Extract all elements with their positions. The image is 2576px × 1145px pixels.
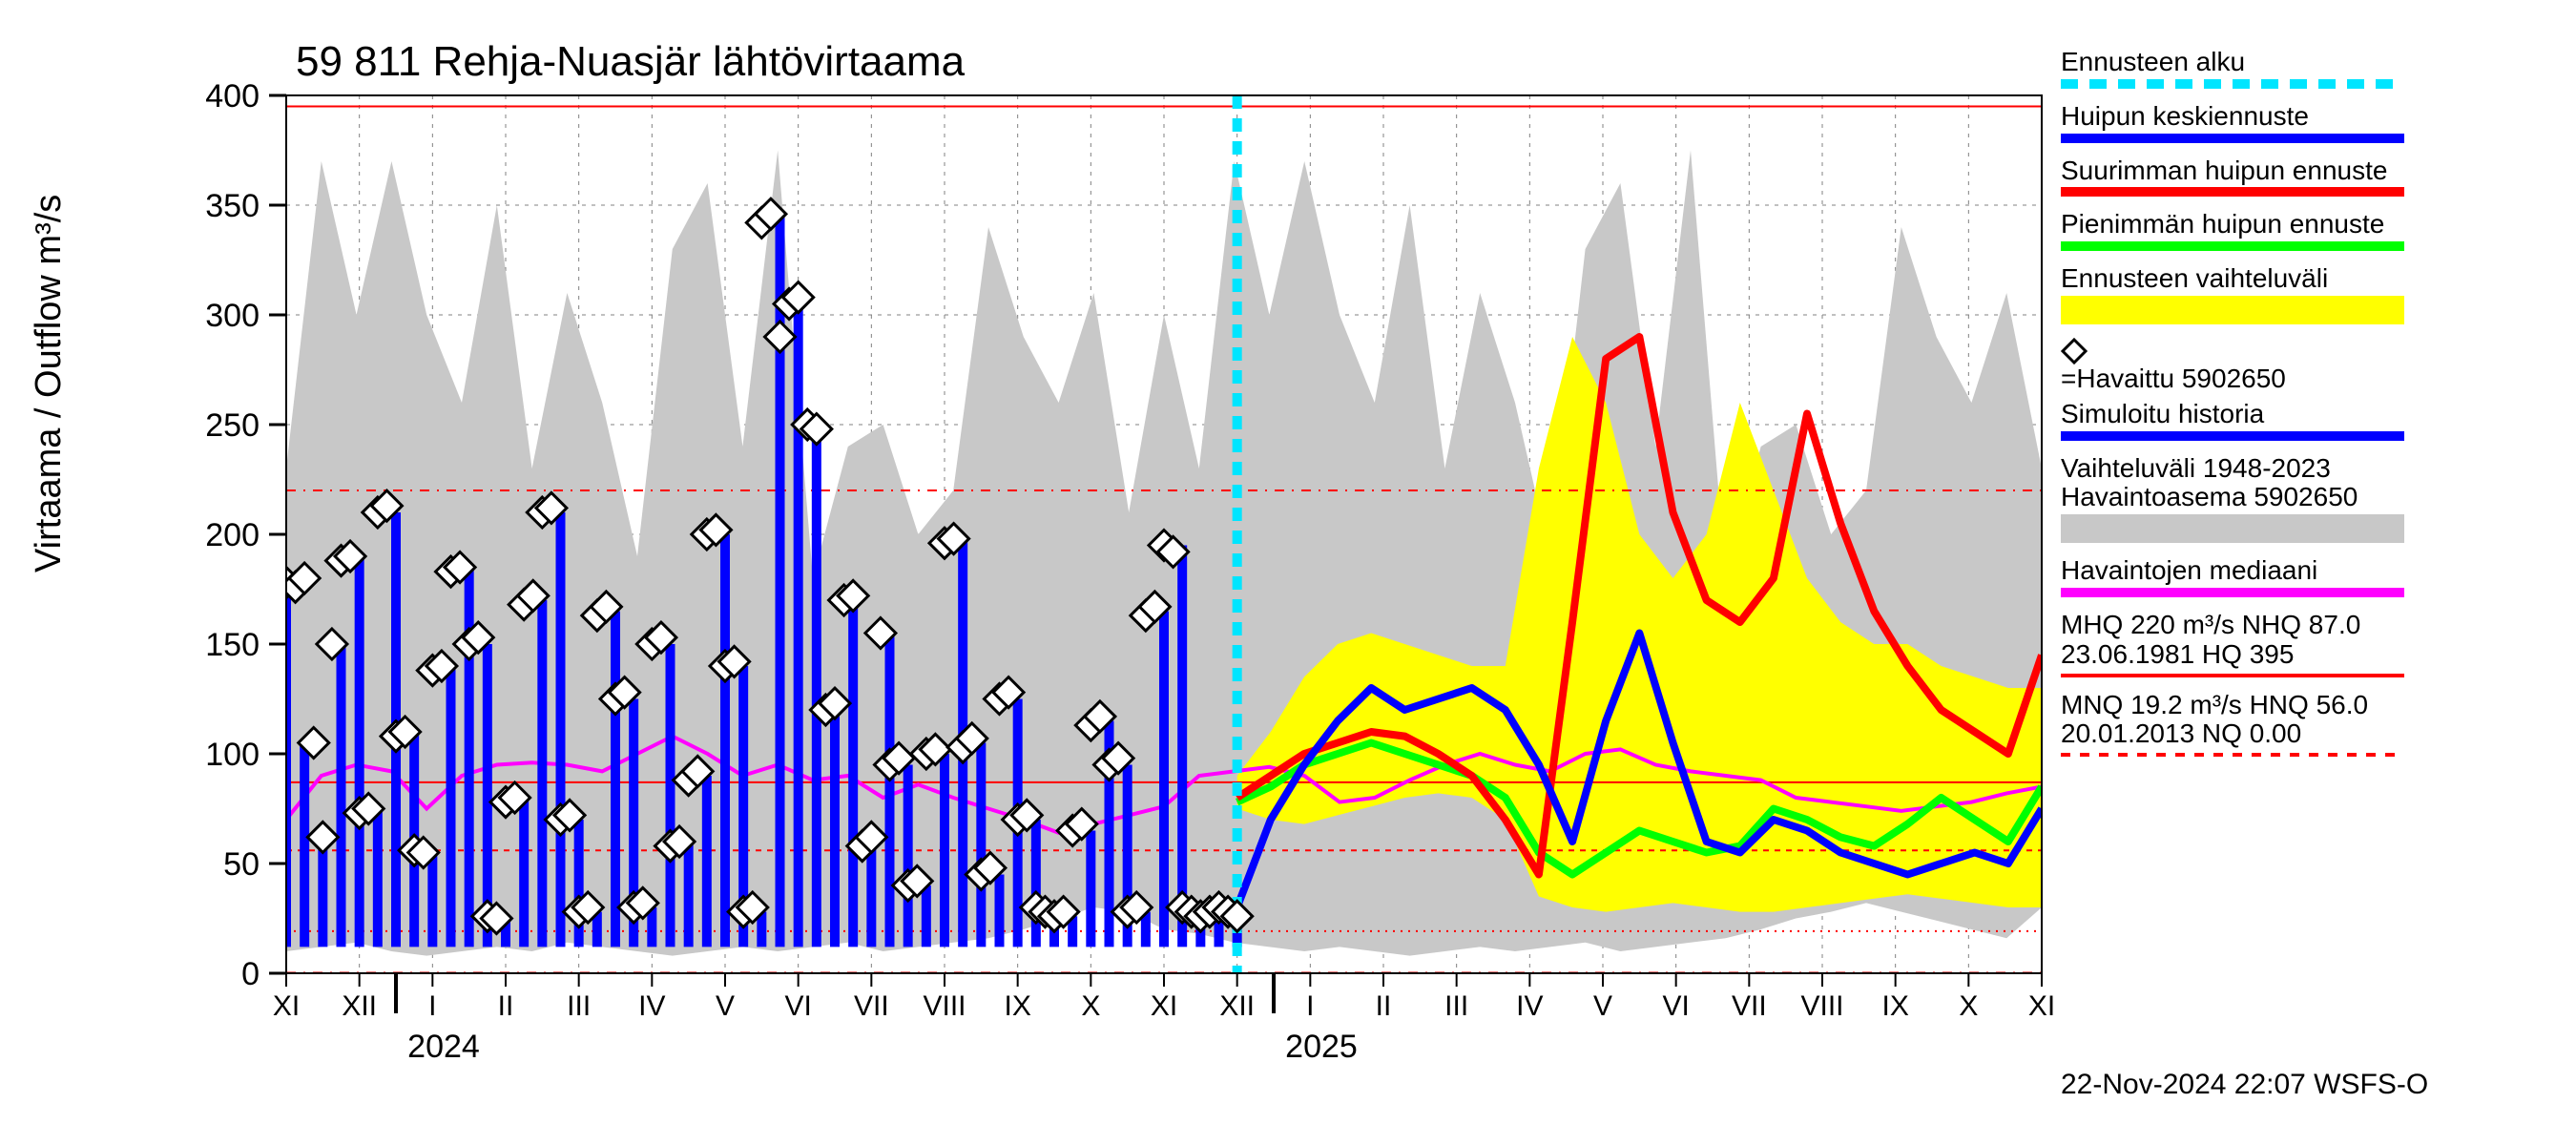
legend-label: Vaihteluväli 1948-2023 [2061, 454, 2557, 484]
svg-text:VIII: VIII [923, 990, 966, 1022]
svg-text:350: 350 [205, 188, 260, 224]
legend-label: Huipun keskiennuste [2061, 102, 2557, 132]
legend-stat-0: MHQ 220 m³/s NHQ 87.023.06.1981 HQ 395 [2061, 611, 2557, 677]
svg-text:VIII: VIII [1800, 990, 1843, 1022]
svg-text:XI: XI [273, 990, 300, 1022]
legend-swatch [2061, 296, 2404, 324]
legend-item-peak_mean: Huipun keskiennuste [2061, 102, 2557, 143]
legend-label: Ennusteen alku [2061, 48, 2557, 77]
svg-text:VII: VII [1732, 990, 1767, 1022]
svg-text:X: X [1959, 990, 1978, 1022]
svg-text:I: I [1306, 990, 1314, 1022]
svg-text:VI: VI [784, 990, 811, 1022]
chart-title: 59 811 Rehja-Nuasjär lähtövirtaama [296, 38, 965, 86]
svg-text:0: 0 [241, 956, 260, 992]
svg-text:XI: XI [1151, 990, 1177, 1022]
legend-label: =Havaittu 5902650 [2061, 364, 2286, 393]
legend-item-peak_max: Suurimman huipun ennuste [2061, 156, 2557, 198]
legend-swatch [2061, 514, 2404, 543]
svg-text:X: X [1081, 990, 1100, 1022]
legend-label: Pienimmän huipun ennuste [2061, 210, 2557, 239]
svg-text:50: 50 [223, 846, 260, 883]
legend-swatch [2061, 134, 2404, 143]
svg-text:150: 150 [205, 627, 260, 663]
legend-swatch [2061, 241, 2404, 251]
svg-text:V: V [716, 990, 735, 1022]
svg-text:100: 100 [205, 737, 260, 773]
svg-text:XII: XII [342, 990, 377, 1022]
legend-item-hist_range: Vaihteluväli 1948-2023 Havaintoasema 590… [2061, 454, 2557, 544]
chart-container: 59 811 Rehja-Nuasjär lähtövirtaama Virta… [0, 0, 2576, 1145]
legend-stat-rule [2061, 753, 2404, 757]
legend-label: Ennusteen vaihteluväli [2061, 264, 2557, 294]
legend-item-sim_history: Simuloitu historia [2061, 400, 2557, 441]
legend-label: Simuloitu historia [2061, 400, 2557, 429]
svg-text:VII: VII [854, 990, 889, 1022]
legend-label: Suurimman huipun ennuste [2061, 156, 2557, 186]
timestamp: 22-Nov-2024 22:07 WSFS-O [2061, 1069, 2428, 1101]
svg-text:IX: IX [1881, 990, 1908, 1022]
svg-text:2024: 2024 [407, 1029, 480, 1065]
legend-item-median: Havaintojen mediaani [2061, 556, 2557, 597]
legend-item-forecast_start: Ennusteen alku [2061, 48, 2557, 89]
legend-swatch [2061, 187, 2404, 197]
svg-text:IV: IV [638, 990, 665, 1022]
legend-sublabel: Havaintoasema 5902650 [2061, 483, 2557, 512]
svg-text:IV: IV [1516, 990, 1543, 1022]
svg-text:III: III [567, 990, 591, 1022]
legend-stat-line: MHQ 220 m³/s NHQ 87.0 [2061, 611, 2557, 640]
legend-stat-line: 23.06.1981 HQ 395 [2061, 640, 2557, 670]
legend: Ennusteen alku Huipun keskiennuste Suurimm… [2061, 48, 2557, 770]
svg-text:V: V [1593, 990, 1612, 1022]
legend-stat-1: MNQ 19.2 m³/s HNQ 56.020.01.2013 NQ 0.00 [2061, 691, 2557, 758]
legend-item-forecast_band: Ennusteen vaihteluväli [2061, 264, 2557, 324]
svg-text:IX: IX [1004, 990, 1030, 1022]
legend-swatch [2061, 79, 2404, 89]
svg-text:250: 250 [205, 407, 260, 444]
svg-text:XII: XII [1219, 990, 1255, 1022]
svg-text:2025: 2025 [1285, 1029, 1358, 1065]
legend-item-peak_min: Pienimmän huipun ennuste [2061, 210, 2557, 251]
svg-text:II: II [1376, 990, 1392, 1022]
svg-text:III: III [1444, 990, 1468, 1022]
legend-swatch [2061, 431, 2404, 441]
legend-stat-line: 20.01.2013 NQ 0.00 [2061, 719, 2557, 749]
legend-label: Havaintojen mediaani [2061, 556, 2557, 586]
legend-swatch [2061, 588, 2404, 597]
svg-text:I: I [428, 990, 436, 1022]
legend-item-observed: =Havaittu 5902650 [2061, 338, 2557, 394]
legend-stat-line: MNQ 19.2 m³/s HNQ 56.0 [2061, 691, 2557, 720]
svg-text:VI: VI [1662, 990, 1689, 1022]
svg-text:300: 300 [205, 298, 260, 334]
legend-stat-rule [2061, 674, 2404, 677]
y-axis-label: Virtaama / Outflow m³/s [29, 195, 70, 572]
svg-text:400: 400 [205, 78, 260, 114]
svg-text:XI: XI [2028, 990, 2055, 1022]
svg-text:II: II [498, 990, 514, 1022]
svg-text:200: 200 [205, 517, 260, 553]
